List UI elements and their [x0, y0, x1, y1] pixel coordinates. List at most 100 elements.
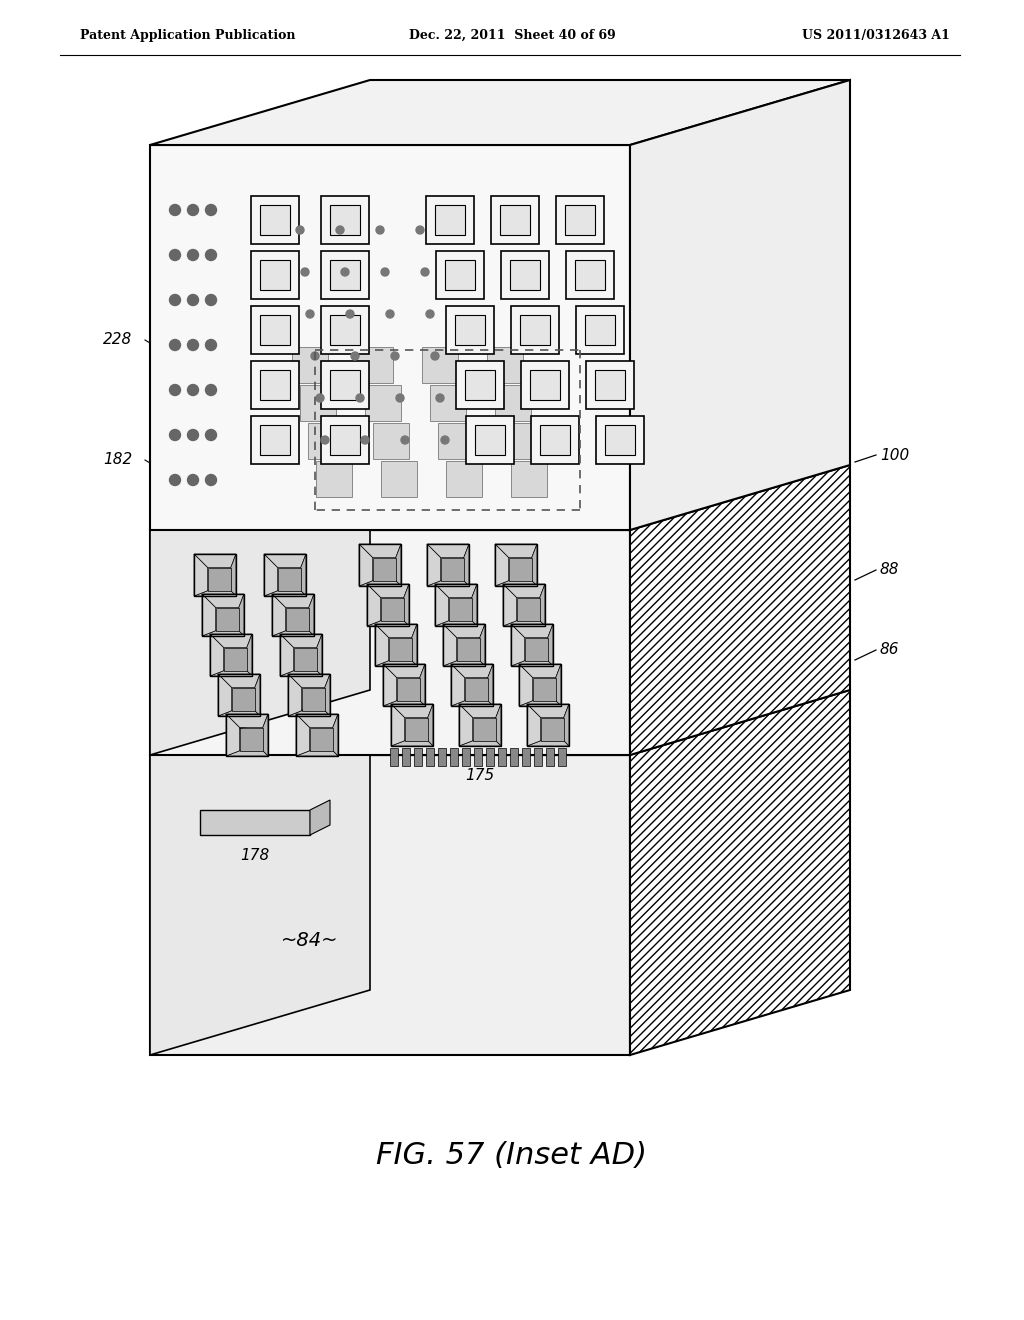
Polygon shape	[251, 360, 299, 409]
Polygon shape	[280, 634, 294, 676]
Polygon shape	[301, 554, 306, 597]
Polygon shape	[389, 638, 412, 661]
Polygon shape	[495, 544, 537, 557]
Polygon shape	[251, 416, 299, 465]
Polygon shape	[517, 598, 540, 620]
Polygon shape	[575, 260, 605, 290]
Polygon shape	[391, 704, 433, 718]
Text: 100: 100	[880, 447, 909, 462]
Polygon shape	[150, 465, 850, 531]
Polygon shape	[404, 718, 428, 741]
Polygon shape	[239, 594, 244, 636]
Polygon shape	[630, 465, 850, 755]
Polygon shape	[150, 690, 850, 755]
Polygon shape	[490, 195, 539, 244]
Circle shape	[306, 310, 314, 318]
Polygon shape	[530, 370, 560, 400]
Circle shape	[341, 268, 349, 276]
Polygon shape	[251, 195, 299, 244]
Polygon shape	[264, 591, 306, 597]
Polygon shape	[260, 425, 290, 455]
Polygon shape	[365, 385, 401, 421]
Polygon shape	[330, 425, 359, 455]
Polygon shape	[532, 677, 556, 701]
Polygon shape	[310, 800, 330, 836]
Text: ~84~: ~84~	[282, 931, 339, 949]
Polygon shape	[495, 385, 531, 421]
Polygon shape	[383, 701, 425, 706]
Polygon shape	[446, 461, 482, 498]
Polygon shape	[255, 675, 260, 715]
Polygon shape	[511, 624, 553, 638]
Text: 180: 180	[640, 168, 670, 182]
Circle shape	[351, 352, 359, 360]
Polygon shape	[150, 755, 630, 1055]
Polygon shape	[473, 718, 496, 741]
Polygon shape	[150, 465, 370, 755]
Circle shape	[381, 268, 389, 276]
Polygon shape	[443, 624, 457, 667]
Polygon shape	[595, 370, 625, 400]
Polygon shape	[430, 385, 466, 421]
Polygon shape	[459, 741, 501, 746]
Text: 228: 228	[103, 333, 133, 347]
Polygon shape	[260, 315, 290, 345]
Circle shape	[170, 429, 180, 441]
Polygon shape	[510, 748, 518, 766]
Polygon shape	[427, 544, 469, 557]
Circle shape	[421, 268, 429, 276]
Circle shape	[187, 339, 199, 351]
Polygon shape	[524, 638, 548, 661]
Polygon shape	[503, 422, 539, 459]
Polygon shape	[309, 727, 333, 751]
Polygon shape	[230, 554, 236, 597]
Polygon shape	[208, 568, 230, 591]
Polygon shape	[272, 594, 286, 636]
Polygon shape	[527, 741, 569, 746]
Polygon shape	[521, 360, 569, 409]
Polygon shape	[395, 544, 401, 586]
Polygon shape	[223, 648, 247, 671]
Polygon shape	[200, 810, 310, 836]
Polygon shape	[511, 461, 547, 498]
Polygon shape	[296, 714, 338, 727]
Polygon shape	[272, 631, 314, 636]
Circle shape	[206, 474, 216, 486]
Polygon shape	[330, 205, 359, 235]
Polygon shape	[226, 751, 268, 756]
Polygon shape	[511, 661, 553, 667]
Polygon shape	[503, 583, 545, 598]
Circle shape	[296, 226, 304, 234]
Polygon shape	[466, 416, 514, 465]
Text: 66: 66	[695, 210, 715, 226]
Polygon shape	[435, 205, 465, 235]
Circle shape	[187, 249, 199, 260]
Polygon shape	[450, 748, 458, 766]
Polygon shape	[585, 315, 614, 345]
Polygon shape	[296, 714, 309, 756]
Polygon shape	[367, 583, 381, 626]
Polygon shape	[475, 425, 505, 455]
Circle shape	[416, 226, 424, 234]
Polygon shape	[367, 583, 409, 598]
Polygon shape	[565, 205, 595, 235]
Circle shape	[170, 384, 180, 396]
Polygon shape	[487, 664, 493, 706]
Polygon shape	[330, 370, 359, 400]
Polygon shape	[359, 581, 401, 586]
Polygon shape	[202, 631, 244, 636]
Circle shape	[311, 352, 319, 360]
Polygon shape	[540, 583, 545, 626]
Polygon shape	[280, 671, 322, 676]
Polygon shape	[381, 461, 417, 498]
Polygon shape	[457, 638, 480, 661]
Text: 88: 88	[880, 562, 899, 578]
Text: US 2011/0312643 A1: US 2011/0312643 A1	[802, 29, 950, 41]
Circle shape	[206, 339, 216, 351]
Polygon shape	[280, 634, 322, 648]
Polygon shape	[321, 251, 369, 300]
Polygon shape	[510, 260, 540, 290]
Polygon shape	[309, 594, 314, 636]
Polygon shape	[194, 554, 236, 568]
Polygon shape	[459, 704, 473, 746]
